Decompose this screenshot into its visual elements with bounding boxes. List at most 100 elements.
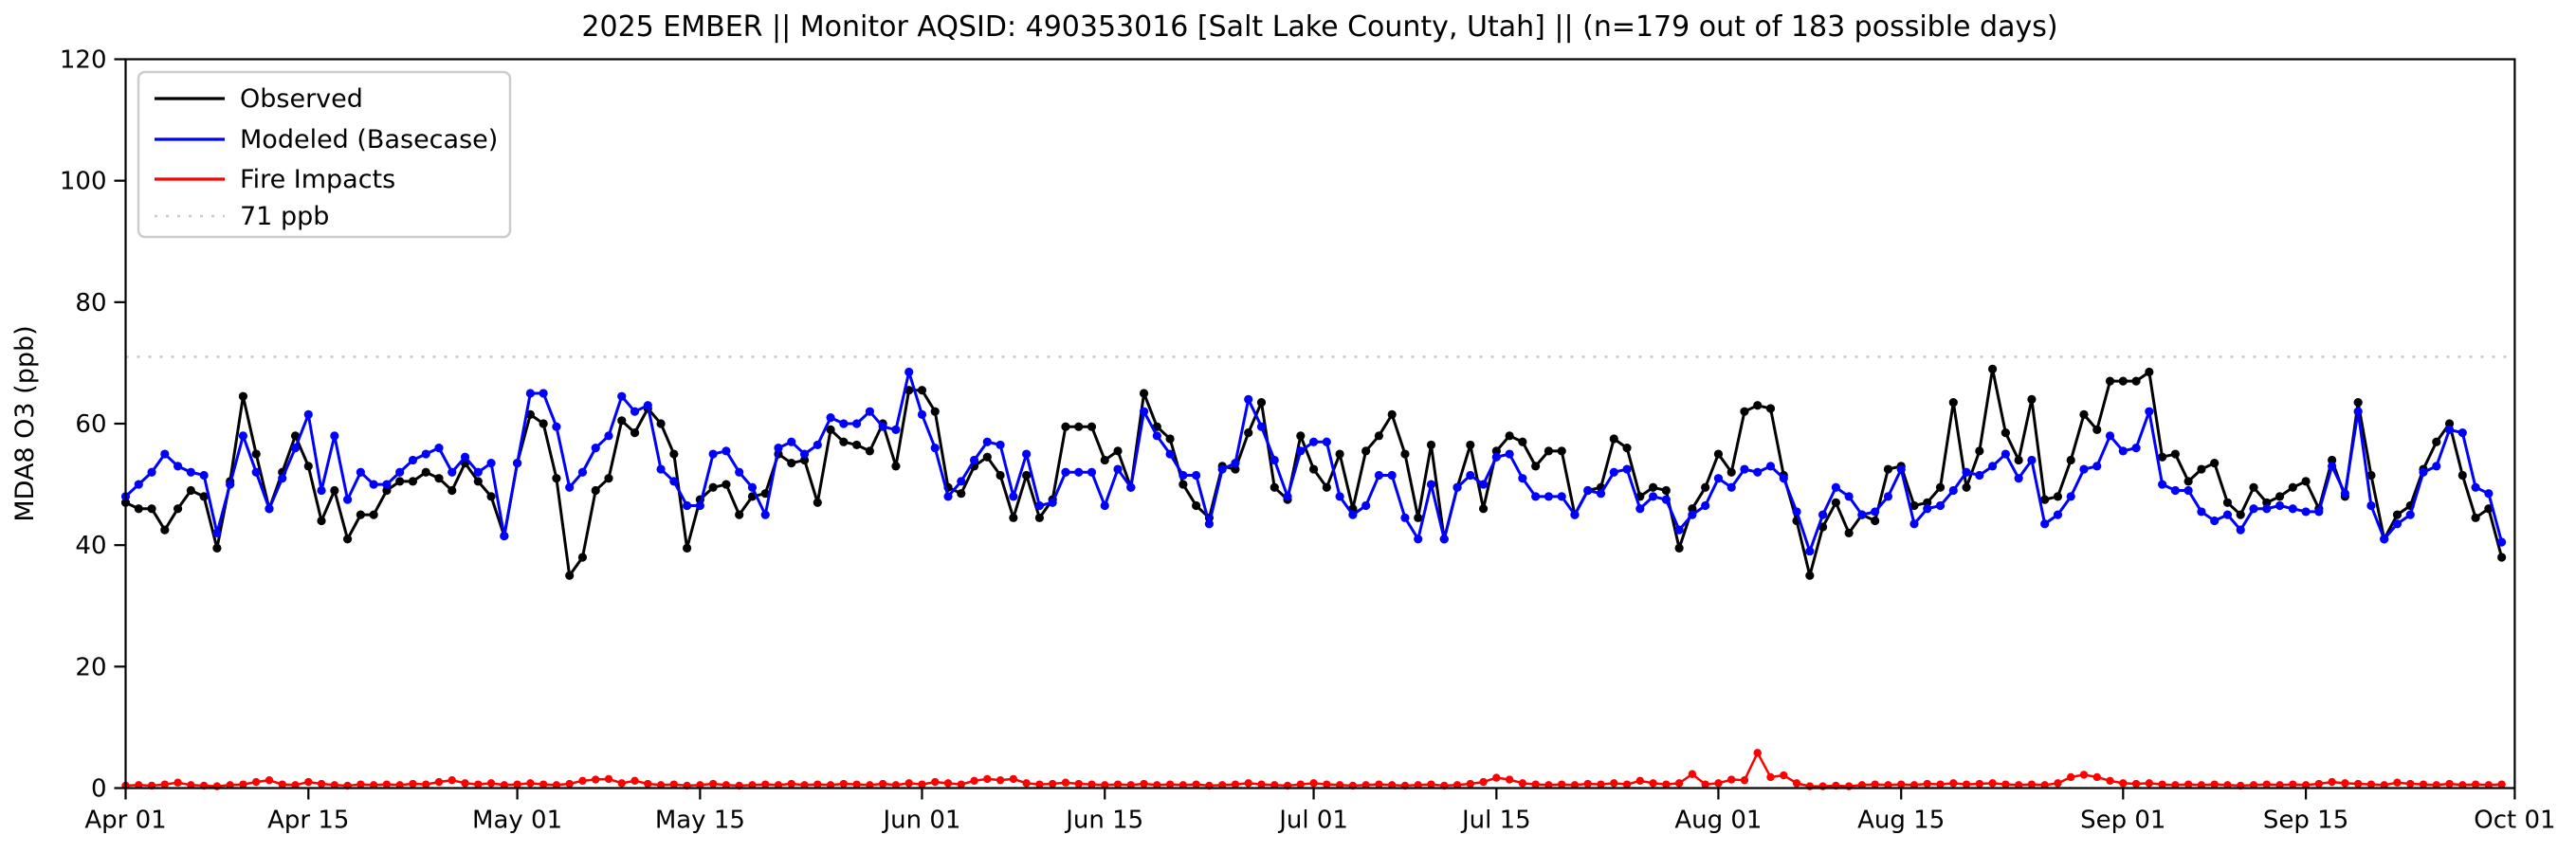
observed-point	[1022, 470, 1032, 481]
modeled-basecase-point	[852, 419, 862, 428]
fire-impacts-point	[578, 776, 587, 786]
fire-impacts-point	[1649, 779, 1657, 788]
modeled-basecase-point	[2079, 464, 2089, 474]
modeled-basecase-point	[1361, 500, 1371, 511]
observed-point	[238, 391, 248, 401]
modeled-basecase-point	[1570, 510, 1580, 519]
fire-impacts-point	[943, 779, 953, 788]
observed-point	[1178, 480, 1188, 489]
observed-point	[604, 474, 613, 483]
modeled-basecase-point	[1256, 422, 1267, 431]
modeled-basecase-point	[2484, 489, 2494, 499]
observed-point	[369, 510, 378, 519]
observed-point	[395, 477, 405, 486]
fire-impacts-point	[1113, 780, 1123, 789]
fire-impacts-point	[2106, 776, 2114, 786]
fire-impacts-point	[617, 779, 626, 788]
modeled-basecase-point	[369, 480, 378, 489]
fire-impacts-point	[2001, 780, 2010, 789]
fire-impacts-point	[748, 781, 757, 789]
modeled-basecase-point	[1414, 535, 1423, 544]
plot-border	[124, 58, 2516, 789]
fire-impacts-point	[2197, 781, 2206, 789]
modeled-basecase-point	[1022, 449, 1032, 459]
observed-point	[826, 425, 835, 435]
modeled-basecase-point	[2392, 519, 2402, 529]
observed-point	[147, 504, 156, 514]
modeled-basecase-point	[2145, 407, 2154, 416]
observed-point	[982, 452, 992, 462]
observed-point	[1701, 482, 1710, 492]
observed-point	[2275, 492, 2285, 501]
modeled-basecase-point	[799, 449, 810, 459]
modeled-basecase-point	[1962, 467, 1971, 477]
fire-impacts-point	[1857, 781, 1867, 789]
modeled-basecase-point	[1048, 498, 1057, 507]
modeled-basecase-point	[565, 482, 575, 492]
modeled-basecase-point	[1231, 459, 1240, 468]
observed-point	[1765, 404, 1776, 413]
modeled-basecase-point	[199, 470, 209, 481]
modeled-basecase-point	[1192, 470, 1201, 481]
fire-impacts-point	[1688, 770, 1697, 778]
observed-point	[2262, 498, 2272, 507]
observed-point	[1061, 422, 1070, 431]
fire-impacts-point	[239, 780, 247, 789]
observed-point	[2222, 498, 2233, 507]
fire-impacts-point	[2014, 781, 2023, 789]
observed-point	[552, 474, 561, 483]
modeled-basecase-point	[1831, 482, 1840, 492]
observed-point	[930, 407, 940, 416]
observed-point	[1544, 446, 1554, 456]
modeled-basecase-point	[1100, 500, 1109, 511]
modeled-basecase-point	[2066, 492, 2075, 501]
modeled-basecase-point	[2092, 462, 2102, 471]
fire-impacts-point	[1126, 781, 1135, 789]
fire-impacts-point	[1597, 780, 1605, 789]
fire-impacts-point	[552, 781, 561, 789]
modeled-basecase-point	[2288, 504, 2297, 514]
fire-impacts-point	[2406, 779, 2415, 789]
modeled-basecase-point	[787, 437, 796, 446]
fire-impacts-point	[2341, 779, 2349, 788]
observed-point	[1414, 513, 1423, 522]
fire-impacts-point	[2328, 777, 2336, 787]
fire-impacts-point	[500, 781, 509, 789]
modeled-basecase-point	[577, 467, 588, 477]
legend-label-fire-impacts: Fire Impacts	[240, 165, 395, 194]
modeled-basecase-point	[1583, 485, 1593, 496]
modeled-basecase-point	[1387, 470, 1397, 481]
modeled-basecase-point	[2301, 507, 2311, 517]
observed-point	[2131, 376, 2141, 386]
modeled-basecase-point	[1283, 492, 1292, 501]
observed-point	[708, 482, 718, 492]
x-tick-label: Jul 15	[1460, 807, 1531, 835]
observed-point	[1100, 455, 1109, 465]
observed-point	[317, 516, 326, 526]
fire-impacts-point	[1727, 775, 1736, 784]
observed-point	[486, 492, 496, 501]
observed-point	[2145, 367, 2154, 377]
fire-impacts-point	[187, 781, 195, 789]
fire-impacts-point	[2210, 780, 2219, 789]
modeled-basecase-point	[1491, 452, 1501, 462]
modeled-basecase-point	[2158, 480, 2167, 489]
modeled-basecase-point	[1713, 474, 1724, 483]
observed-point	[1622, 444, 1632, 453]
modeled-basecase-point	[500, 531, 509, 541]
fire-impacts-point	[1610, 779, 1618, 788]
modeled-basecase-point	[2444, 425, 2455, 435]
observed-point	[212, 543, 222, 553]
observed-point	[2432, 437, 2441, 446]
fire-impacts-point	[2262, 780, 2271, 789]
fire-impacts-point	[174, 778, 182, 787]
observed-point	[813, 498, 822, 507]
fire-impacts-point	[1570, 781, 1580, 789]
modeled-basecase-point	[630, 407, 640, 416]
modeled-basecase-point	[865, 407, 874, 416]
fire-impacts-point	[696, 781, 704, 789]
fire-impacts-point	[539, 780, 548, 789]
observed-point	[1256, 397, 1267, 408]
fire-impacts-point	[1518, 779, 1527, 788]
